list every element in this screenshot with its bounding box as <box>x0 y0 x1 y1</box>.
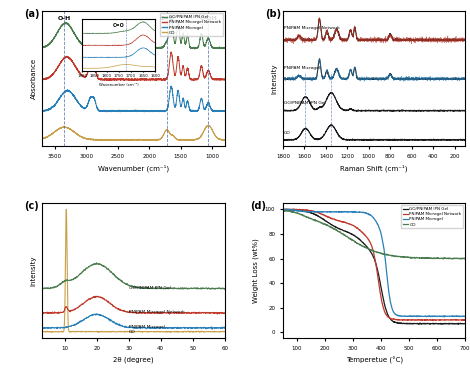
PNIPAM Microgel <box>423 314 429 318</box>
GO/PNIPAM IPN Gel <box>371 255 376 260</box>
PNIPAM Microgel Network <box>280 207 286 212</box>
PNIPAM Microgel Network <box>460 318 465 323</box>
PNIPAM Microgel Network <box>423 318 429 322</box>
PNIPAM Microgel Network <box>371 251 376 255</box>
Line: PNIPAM Microgel Network: PNIPAM Microgel Network <box>283 209 465 320</box>
Text: (c): (c) <box>24 200 39 211</box>
Text: (a): (a) <box>24 9 39 18</box>
GO/PNIPAM IPN Gel <box>397 321 403 325</box>
GO <box>281 208 286 212</box>
X-axis label: Temperetue (°C): Temperetue (°C) <box>345 356 403 364</box>
Text: PNIPAM Microgel Network: PNIPAM Microgel Network <box>284 26 340 30</box>
Text: O-H: O-H <box>58 17 71 21</box>
Text: GO/PNIPAM IPN Gel: GO/PNIPAM IPN Gel <box>284 101 326 105</box>
Text: GO: GO <box>284 131 291 135</box>
Legend: GO/PNIPAM IPN Gel, PNIPAM Microgel Network, PNIPAM Microgel, GO: GO/PNIPAM IPN Gel, PNIPAM Microgel Netwo… <box>401 205 463 228</box>
Line: GO/PNIPAM IPN Gel: GO/PNIPAM IPN Gel <box>283 209 465 324</box>
PNIPAM Microgel Network <box>397 317 403 322</box>
GO <box>410 255 415 260</box>
PNIPAM Microgel <box>371 215 376 220</box>
Legend: GO/PNIPAM IPN Gel, PNIPAM Micorgel Network, PNIPAM Microgel, GO: GO/PNIPAM IPN Gel, PNIPAM Micorgel Netwo… <box>160 14 222 36</box>
PNIPAM Microgel <box>407 314 413 318</box>
GO/PNIPAM IPN Gel <box>455 322 461 326</box>
GO/PNIPAM IPN Gel <box>462 321 468 326</box>
Text: GO/PNIPAM IPN Gel: GO/PNIPAM IPN Gel <box>129 286 171 290</box>
X-axis label: Raman Shift (cm⁻¹): Raman Shift (cm⁻¹) <box>340 165 408 172</box>
Line: GO: GO <box>283 210 465 259</box>
PNIPAM Microgel <box>409 314 415 318</box>
PNIPAM Microgel Network <box>290 207 296 211</box>
Text: (d): (d) <box>250 200 266 211</box>
GO/PNIPAM IPN Gel <box>407 321 413 326</box>
GO/PNIPAM IPN Gel <box>410 321 415 326</box>
GO <box>423 255 429 260</box>
Y-axis label: Absorbance: Absorbance <box>31 58 37 99</box>
GO/PNIPAM IPN Gel <box>329 223 335 227</box>
PNIPAM Microgel Network <box>329 217 335 221</box>
Text: C-OH: C-OH <box>199 17 217 21</box>
Text: C=O: C=O <box>160 17 174 21</box>
GO <box>462 256 468 261</box>
X-axis label: Wavenumber (cm⁻¹): Wavenumber (cm⁻¹) <box>98 165 169 172</box>
Y-axis label: Weight Loss (wt%): Weight Loss (wt%) <box>253 238 259 303</box>
GO <box>371 249 376 253</box>
PNIPAM Microgel Network <box>462 318 468 322</box>
Line: PNIPAM Microgel: PNIPAM Microgel <box>283 209 465 317</box>
X-axis label: 2θ (degree): 2θ (degree) <box>113 356 154 363</box>
PNIPAM Microgel Network <box>410 317 415 322</box>
GO/PNIPAM IPN Gel <box>280 208 286 212</box>
GO <box>407 255 413 260</box>
GO <box>440 257 446 261</box>
Y-axis label: Intensity: Intensity <box>31 256 37 286</box>
Text: PNIPAM Microgel: PNIPAM Microgel <box>129 325 165 329</box>
GO <box>397 255 403 259</box>
GO <box>329 226 335 230</box>
Text: (b): (b) <box>265 9 281 18</box>
GO <box>280 208 286 213</box>
GO/PNIPAM IPN Gel <box>283 207 289 211</box>
Text: PNIPAM Microgel Network: PNIPAM Microgel Network <box>129 310 184 314</box>
PNIPAM Microgel <box>462 314 468 319</box>
PNIPAM Microgel <box>441 315 447 319</box>
Text: PNIPAM Microgel: PNIPAM Microgel <box>284 66 320 70</box>
Text: GO: GO <box>129 330 135 334</box>
PNIPAM Microgel <box>397 314 403 318</box>
PNIPAM Microgel <box>329 209 334 214</box>
Y-axis label: Intensity: Intensity <box>271 64 277 94</box>
PNIPAM Microgel Network <box>407 318 413 322</box>
PNIPAM Microgel <box>280 207 286 211</box>
GO/PNIPAM IPN Gel <box>423 321 429 326</box>
